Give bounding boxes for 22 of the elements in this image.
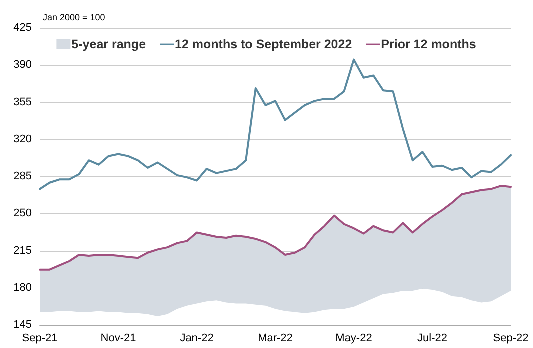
x-tick-label: Sep-22 bbox=[493, 332, 529, 344]
x-tick-label: Jan-22 bbox=[180, 332, 214, 344]
y-tick-label: 180 bbox=[14, 282, 32, 294]
y-tick-label: 250 bbox=[14, 208, 32, 220]
x-tick-label: Mar-22 bbox=[258, 332, 293, 344]
x-tick-label: Jul-22 bbox=[418, 332, 448, 344]
y-tick-label: 390 bbox=[14, 59, 32, 72]
x-tick-label: Sep-21 bbox=[22, 332, 58, 344]
y-tick-label: 355 bbox=[14, 96, 32, 108]
y-tick-label: 145 bbox=[14, 319, 32, 331]
legend-label: 5-year range bbox=[72, 38, 146, 52]
chart-subtitle: Jan 2000 = 100 bbox=[43, 12, 106, 22]
y-tick-label: 320 bbox=[14, 133, 32, 146]
x-tick-label: Nov-21 bbox=[100, 332, 136, 344]
line-series bbox=[39, 58, 512, 190]
legend-label: 12 months to September 2022 bbox=[175, 38, 352, 52]
y-tick-label: 425 bbox=[14, 22, 32, 34]
legend-label: Prior 12 months bbox=[381, 38, 476, 52]
line-series bbox=[39, 185, 512, 271]
y-tick-label: 285 bbox=[14, 170, 32, 182]
x-tick-label: May-22 bbox=[336, 332, 372, 344]
y-tick-label: 215 bbox=[14, 244, 32, 257]
